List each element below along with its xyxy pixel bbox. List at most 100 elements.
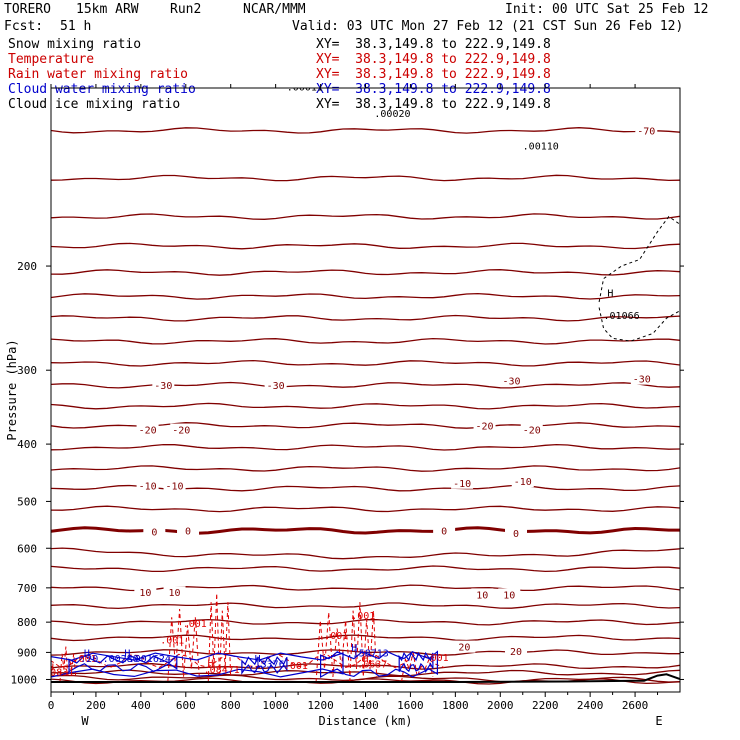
temperature-contour-label: -10 xyxy=(139,482,157,493)
rain-contour-label: .08471 xyxy=(204,665,240,676)
cloud-ice-contour-label: .00011 xyxy=(287,83,323,94)
temperature-contour-label: 0 xyxy=(441,527,447,538)
cloud-ice-contour xyxy=(598,215,680,303)
temperature-contour xyxy=(51,505,680,513)
temperature-contour-label: 10 xyxy=(503,590,515,601)
temperature-contour-label: -10 xyxy=(514,477,532,488)
temperature-contour-label: 0 xyxy=(185,527,191,538)
rain-contour-label: .001 xyxy=(284,661,308,672)
cloud-water-contour-label: H xyxy=(84,649,90,660)
rain-contour-label: H xyxy=(207,658,213,669)
field-temp-name: Temperature xyxy=(8,52,95,67)
rain-contour xyxy=(51,653,445,676)
cloud-water-contour-label: H xyxy=(124,649,130,660)
y-tick-label: 500 xyxy=(17,495,37,508)
rain-contour-label: .001 xyxy=(160,636,184,647)
rain-contour-label: .001 xyxy=(183,619,207,630)
valid-label: Valid: 03 UTC Mon 27 Feb 12 (21 CST Sun … xyxy=(292,19,684,34)
temperature-contour-label: -70 xyxy=(637,127,655,138)
cloud-ice-contour-label: .00110 xyxy=(523,141,559,152)
cloud-water-contour-label: .001624 xyxy=(129,654,171,665)
rain-contour xyxy=(400,652,434,683)
terrain-line xyxy=(51,673,680,684)
y-tick-label: 700 xyxy=(17,582,37,595)
temperature-contour-label: 0 xyxy=(151,527,157,538)
contour-label-bg xyxy=(505,526,528,539)
temperature-contour xyxy=(51,465,680,472)
temperature-contour xyxy=(51,618,680,626)
temperature-contour-label: 20 xyxy=(510,647,522,658)
field-cloudwater-xy: XY= 38.3,149.8 to 222.9,149.8 xyxy=(316,82,551,97)
y-tick-label: 400 xyxy=(17,438,37,451)
rain-contour-label: .001 xyxy=(324,631,348,642)
contour-label-bg xyxy=(136,423,159,436)
cloud-ice-contour-label: .00020 xyxy=(374,109,410,120)
x-tick-label: 1000 xyxy=(262,699,289,712)
contour-label-bg xyxy=(453,640,476,653)
y-tick-label: 1000 xyxy=(11,673,38,686)
temperature-contour xyxy=(51,402,680,410)
temperature-contour xyxy=(51,242,680,250)
init-label: Init: 00 UTC Sat 25 Feb 12 xyxy=(505,2,709,17)
x-tick-label: 2000 xyxy=(487,699,514,712)
x-tick-label: 2400 xyxy=(577,699,604,712)
contour-label-bg xyxy=(163,479,186,492)
temperature-contour-label: -20 xyxy=(139,426,157,437)
contour-label-bg xyxy=(136,479,159,492)
field-ice-name: Cloud ice mixing ratio xyxy=(8,97,181,112)
rain-contour-label: 0831 xyxy=(50,668,74,679)
resolution-label: 15km ARW xyxy=(76,2,139,17)
field-cloudwater-name: Cloud water mixing ratio xyxy=(8,82,196,97)
temperature-contour xyxy=(51,381,680,389)
x-tick-label: 600 xyxy=(176,699,196,712)
temperature-contour xyxy=(51,127,680,134)
org-label: NCAR/MMM xyxy=(243,2,306,17)
contour-label-bg xyxy=(163,586,186,599)
temperature-contour-label: 10 xyxy=(169,588,181,599)
temperature-contour xyxy=(51,213,680,220)
rain-contour-label: .001 xyxy=(73,654,97,665)
temperature-contour-label: 10 xyxy=(139,588,151,599)
temperature-contour-label: -30 xyxy=(502,376,520,387)
contour-label-bg xyxy=(433,524,456,537)
x-tick-label: 2200 xyxy=(532,699,559,712)
x-axis-label: Distance (km) xyxy=(319,714,413,728)
temperature-contour xyxy=(51,292,680,300)
x-tick-label: 0 xyxy=(48,699,55,712)
cloud-water-contour-label: .158713 xyxy=(347,649,389,660)
temperature-contour xyxy=(51,269,680,276)
cloud-water-contour-label: .00280 xyxy=(103,654,139,665)
contour-label-bg xyxy=(511,475,534,488)
run-label: Run2 xyxy=(170,2,202,17)
cloud-water-contour xyxy=(398,651,434,673)
y-tick-label: 600 xyxy=(17,542,37,555)
rain-contour-label: .001 xyxy=(351,611,375,622)
temperature-contour-label: -10 xyxy=(166,482,184,493)
contour-label-bg xyxy=(498,588,521,601)
contour-label-bg xyxy=(264,379,287,392)
x-tick-label: 2600 xyxy=(622,699,649,712)
cloud-ice-contour-label: H xyxy=(607,288,613,299)
cloud-water-contour-label: .20 xyxy=(80,654,98,665)
contour-label-bg xyxy=(177,524,200,537)
field-rain-name: Rain water mixing ratio xyxy=(8,67,189,82)
temperature-contour-label: -20 xyxy=(523,426,541,437)
temperature-contour xyxy=(51,602,680,610)
x-tick-label: 200 xyxy=(86,699,106,712)
cloud-water-contour xyxy=(68,654,178,673)
model-name: TORERO xyxy=(4,2,51,17)
contour-label-bg xyxy=(170,423,193,436)
y-tick-label: 200 xyxy=(17,260,37,273)
x-tick-label: 1600 xyxy=(397,699,424,712)
temperature-contour-label: -30 xyxy=(154,381,172,392)
temperature-contour xyxy=(51,669,680,677)
temperature-contour-label: -30 xyxy=(267,381,285,392)
x-tick-label: 800 xyxy=(221,699,241,712)
fcst-value: 51 h xyxy=(60,19,92,34)
temperature-contour-label: -20 xyxy=(172,426,190,437)
temperature-contour-label: -20 xyxy=(476,421,494,432)
temperature-contour-label: 0 xyxy=(513,529,519,540)
cloud-water-contour xyxy=(51,652,344,678)
cloud-water-contour-label: H xyxy=(255,654,261,665)
